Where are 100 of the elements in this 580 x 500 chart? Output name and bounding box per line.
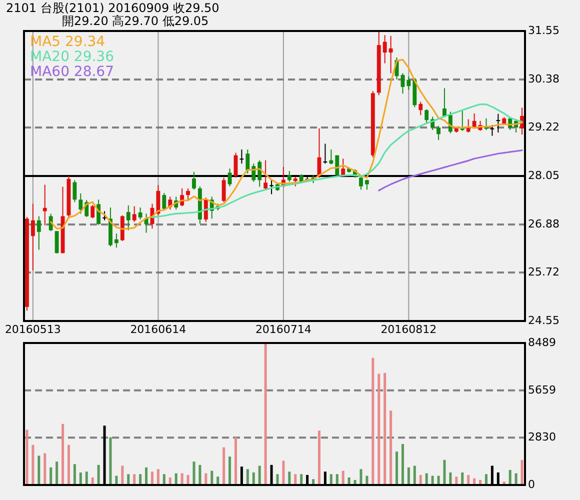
bar	[378, 374, 380, 485]
candlestick	[472, 112, 476, 129]
bar	[44, 453, 46, 485]
bar	[419, 474, 422, 485]
bar	[401, 444, 404, 485]
candlestick	[490, 124, 494, 136]
candlestick	[264, 160, 268, 190]
bar	[38, 456, 40, 485]
candlestick	[436, 125, 440, 140]
bar	[372, 358, 374, 485]
candlestick	[240, 148, 244, 164]
y-tick-label: 26.88	[528, 217, 560, 230]
bar	[67, 444, 70, 485]
bar	[264, 343, 267, 485]
candlestick	[359, 176, 363, 190]
bar	[384, 372, 386, 485]
bar	[133, 474, 136, 485]
candlestick	[466, 118, 470, 133]
bar	[198, 464, 202, 485]
candlestick	[388, 35, 393, 74]
y-tick-label: 28.05	[528, 169, 560, 182]
candlestick	[323, 143, 328, 164]
candlestick	[287, 170, 292, 182]
bar	[79, 472, 82, 485]
x-tick-label: 20160513	[4, 323, 61, 336]
candlestick	[442, 88, 446, 118]
y-tick-label: 30.38	[528, 72, 560, 86]
chart-subtitle: 開29.20 高29.70 低29.05	[62, 14, 209, 28]
candlestick	[186, 188, 190, 201]
y-tick-label: 24.55	[528, 314, 560, 328]
candlestick	[364, 179, 369, 190]
candlestick	[72, 180, 77, 203]
candlestick	[102, 210, 106, 221]
y-tick-label: 25.72	[528, 266, 560, 279]
bar	[180, 473, 184, 485]
bar	[26, 430, 28, 485]
bar	[150, 472, 154, 485]
candlestick	[42, 184, 47, 226]
candlestick	[228, 168, 232, 187]
bar	[360, 469, 362, 485]
text: MA5 29.34	[30, 34, 106, 50]
candlestick	[36, 216, 41, 250]
line-series	[378, 150, 523, 192]
bar	[127, 474, 130, 485]
y-tick-label: 29.22	[528, 120, 560, 134]
bar	[390, 410, 392, 485]
y-tick-label: 31.55	[528, 24, 560, 38]
candlestick	[270, 179, 274, 195]
bar	[396, 452, 398, 485]
bar	[300, 474, 303, 485]
bar	[73, 464, 76, 485]
bar	[449, 472, 452, 485]
bar	[407, 467, 410, 485]
bar	[156, 469, 160, 485]
bar	[222, 447, 226, 485]
candlestick	[192, 171, 196, 190]
bar	[246, 469, 249, 485]
candlestick	[341, 158, 346, 177]
x-tick-label: 20160614	[130, 323, 186, 336]
candlestick	[156, 184, 160, 216]
bar	[425, 473, 428, 485]
bar	[234, 437, 237, 485]
bar	[276, 474, 279, 485]
bar	[330, 474, 332, 485]
candlestick	[246, 148, 250, 174]
bar	[162, 474, 166, 485]
candlestick	[132, 206, 136, 222]
bar	[252, 472, 255, 485]
bar	[342, 470, 344, 485]
candlestick	[382, 34, 387, 64]
candlestick	[48, 213, 53, 232]
bar	[520, 460, 524, 485]
candlestick	[90, 204, 95, 219]
bar	[443, 460, 446, 485]
bar	[85, 472, 88, 485]
bar	[288, 472, 291, 485]
candlestick	[162, 192, 166, 211]
x-tick-label: 20160812	[380, 323, 437, 336]
candlestick	[329, 148, 334, 165]
bar	[336, 474, 338, 485]
candlestick	[258, 160, 262, 188]
candlestick	[424, 108, 429, 124]
candlestick	[138, 206, 142, 220]
candlestick	[406, 76, 411, 90]
bar	[139, 474, 142, 485]
candlestick	[418, 101, 423, 116]
bar	[50, 467, 52, 485]
bar	[192, 462, 196, 485]
y-tick-label: 5659	[528, 383, 556, 396]
bar	[204, 473, 208, 485]
bar	[282, 460, 285, 485]
bar	[318, 430, 320, 485]
candlestick	[114, 233, 118, 248]
candlestick	[30, 203, 35, 271]
bar	[97, 464, 100, 485]
bar	[121, 466, 124, 485]
bar	[32, 444, 34, 485]
bar	[109, 437, 112, 485]
bar	[294, 474, 297, 485]
candlestick	[496, 113, 500, 133]
